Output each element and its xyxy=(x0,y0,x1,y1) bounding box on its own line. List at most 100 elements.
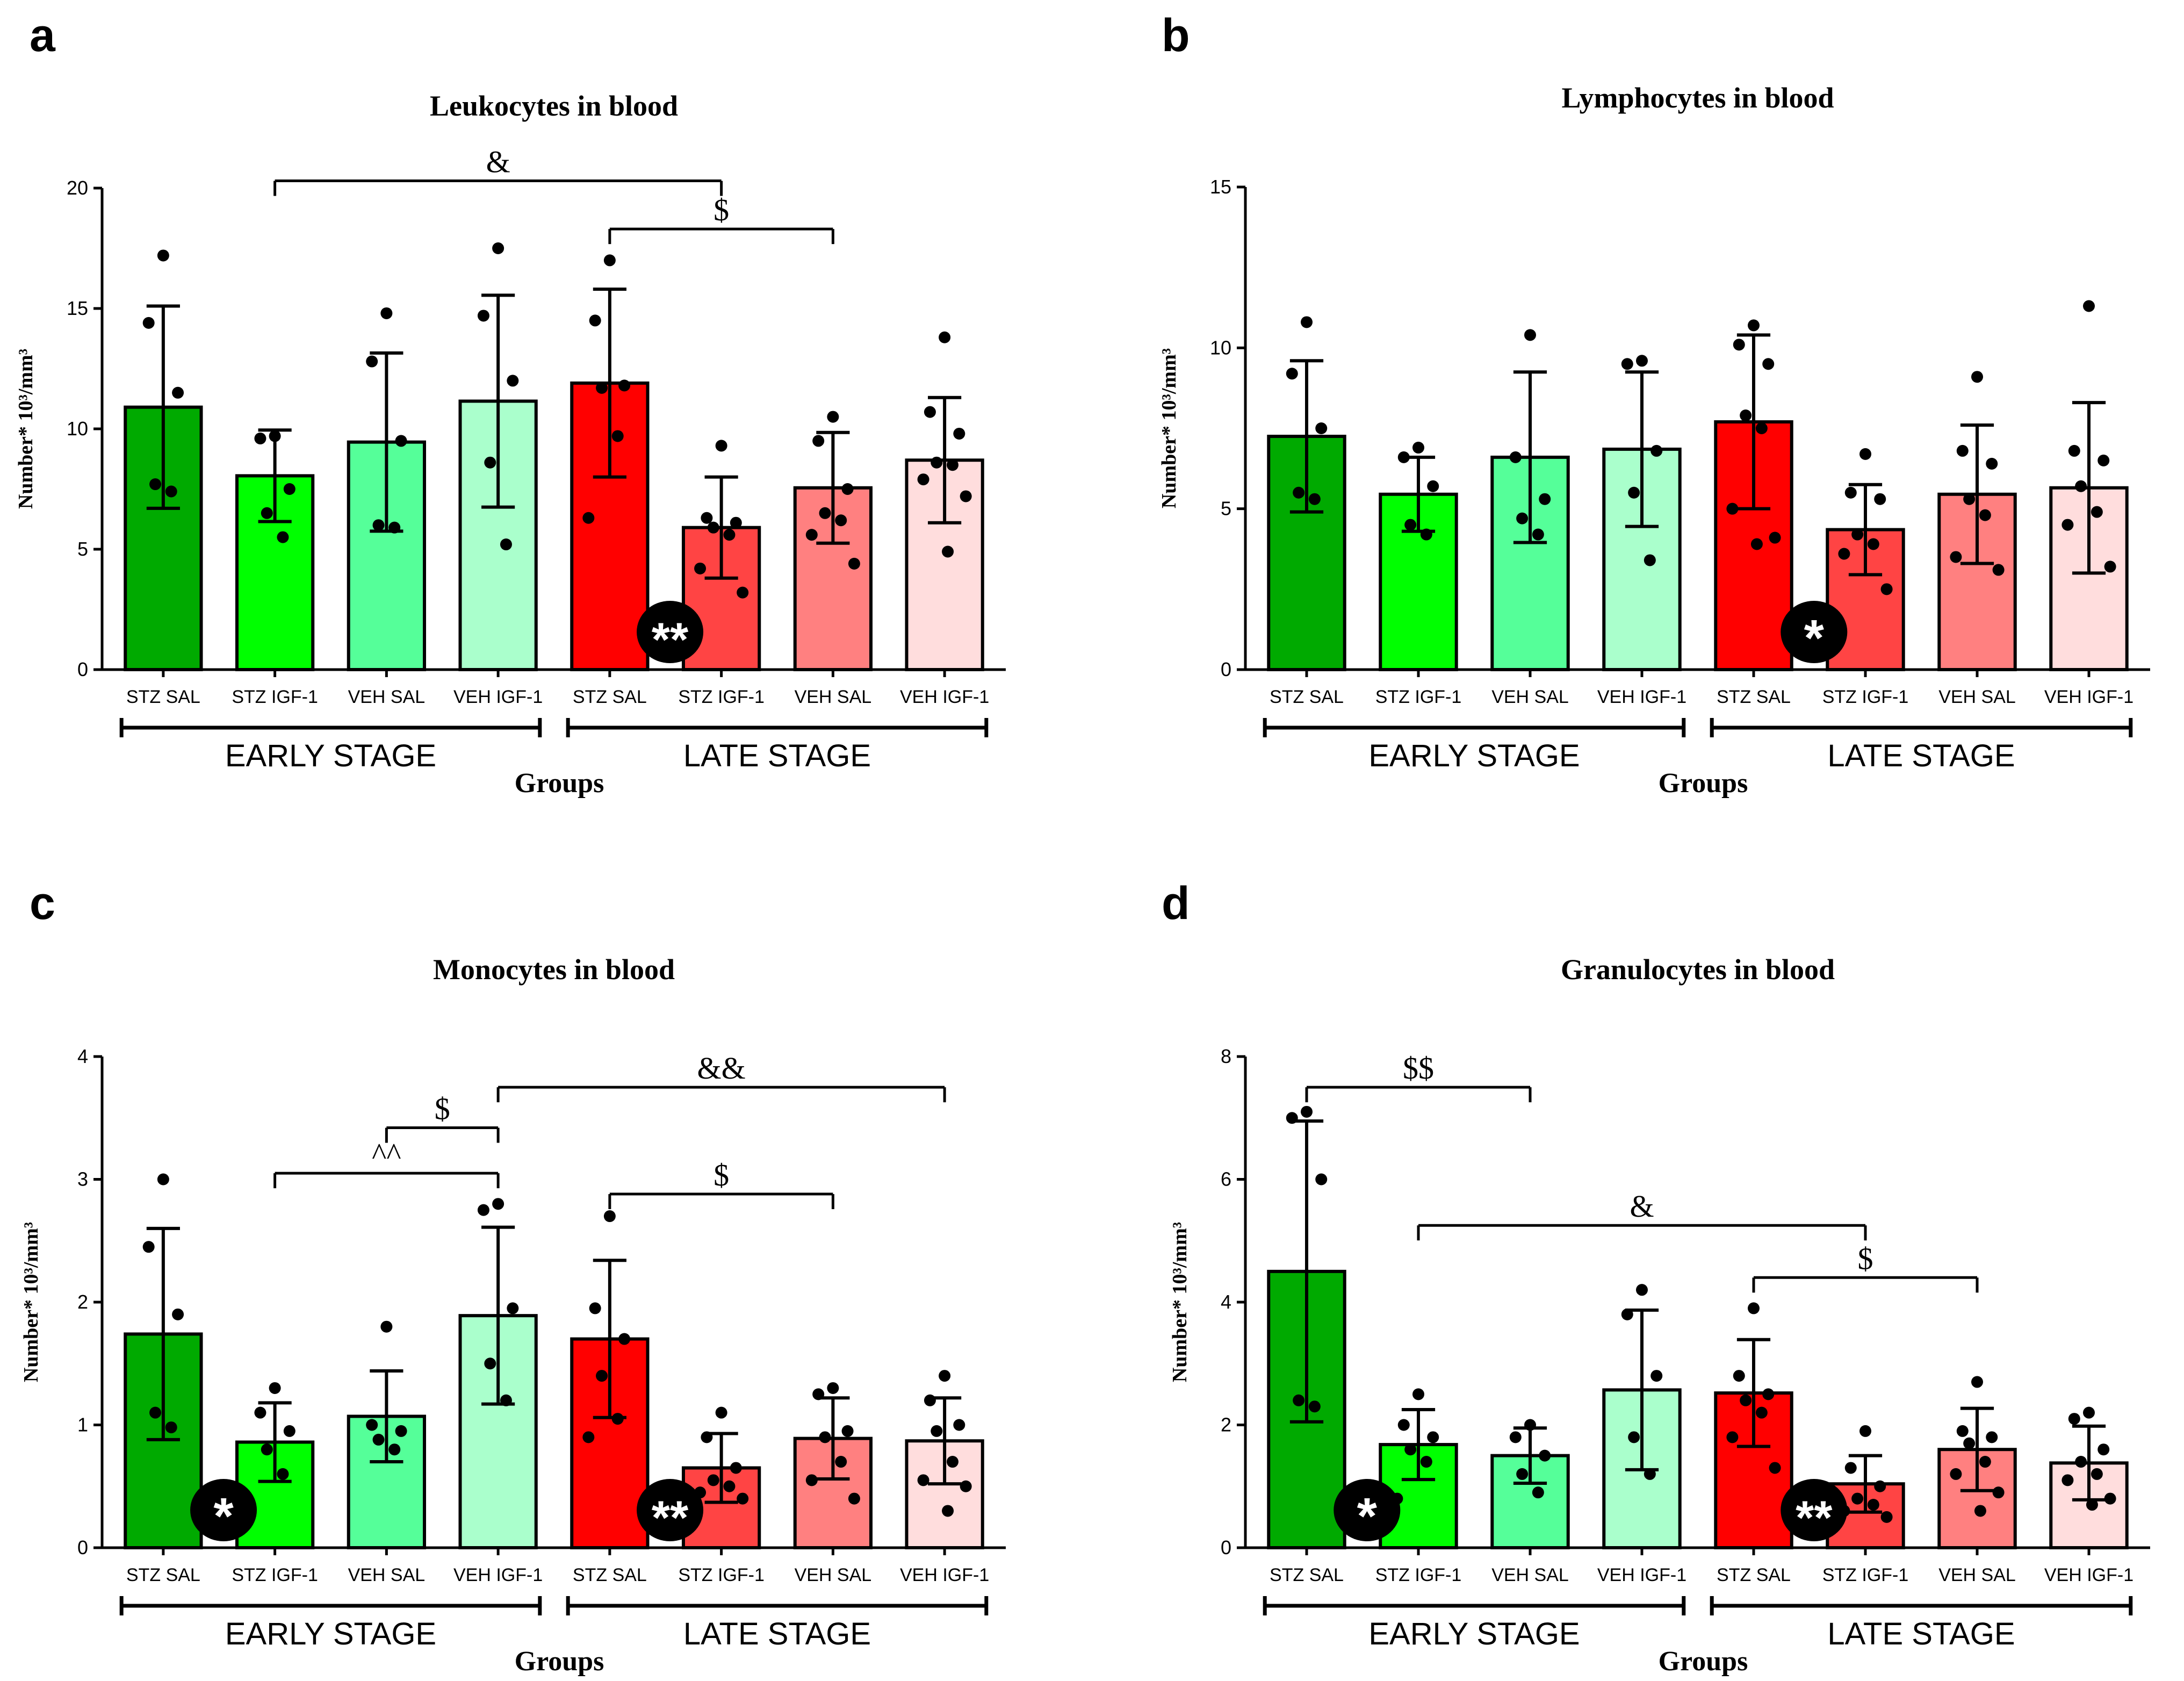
data-point xyxy=(395,435,407,447)
data-point xyxy=(1650,444,1663,457)
y-tick-label: 3 xyxy=(77,1168,88,1190)
data-point xyxy=(715,440,727,452)
data-point xyxy=(2075,1456,2087,1468)
data-point xyxy=(142,317,155,329)
data-point xyxy=(1726,1431,1739,1443)
x-tick-label: STZ IGF-1 xyxy=(232,1565,318,1585)
data-point xyxy=(2083,300,2095,312)
data-point xyxy=(261,1443,273,1456)
data-point xyxy=(1880,583,1893,595)
data-point xyxy=(477,1204,489,1216)
x-tick-label: VEH SAL xyxy=(1938,1565,2016,1585)
x-axis-title: Groups xyxy=(1659,1646,1748,1677)
data-point xyxy=(492,1198,504,1210)
significance-badge xyxy=(190,1479,257,1541)
data-point xyxy=(366,355,378,368)
data-point xyxy=(1844,1462,1857,1474)
data-point xyxy=(1509,1431,1522,1443)
data-point xyxy=(1874,1480,1886,1492)
data-point xyxy=(618,379,631,392)
data-point xyxy=(1992,1486,2005,1499)
x-tick-label: STZ SAL xyxy=(126,1565,200,1585)
x-tick-label: STZ IGF-1 xyxy=(232,687,318,707)
data-point xyxy=(841,1425,854,1437)
comparison-label: & xyxy=(486,145,510,179)
data-point xyxy=(1644,554,1656,566)
data-point xyxy=(1851,528,1864,541)
y-tick-label: 15 xyxy=(67,297,88,319)
data-point xyxy=(1412,441,1424,454)
y-tick-label: 4 xyxy=(1221,1291,1231,1313)
data-point xyxy=(1315,1173,1328,1186)
y-tick-label: 15 xyxy=(1210,176,1231,198)
data-point xyxy=(492,242,504,254)
data-point xyxy=(812,1388,825,1400)
x-tick-label: VEH SAL xyxy=(348,687,426,707)
data-point xyxy=(283,1425,295,1437)
data-point xyxy=(172,1308,184,1320)
data-point xyxy=(1412,1388,1424,1400)
y-tick-label: 10 xyxy=(67,418,88,440)
data-point xyxy=(2091,1468,2103,1480)
data-point xyxy=(924,406,936,418)
data-point xyxy=(827,1382,839,1394)
data-point xyxy=(1874,493,1886,505)
data-point xyxy=(388,521,401,534)
data-point xyxy=(1397,451,1410,463)
data-point xyxy=(2104,1492,2116,1505)
data-point xyxy=(596,1370,608,1382)
data-point xyxy=(149,478,162,491)
data-point xyxy=(2068,444,2080,457)
x-tick-label: STZ IGF-1 xyxy=(1375,687,1462,707)
y-tick-label: 1 xyxy=(77,1414,88,1436)
y-tick-label: 0 xyxy=(1221,658,1231,680)
data-point xyxy=(707,521,719,534)
data-point xyxy=(1956,1425,1969,1437)
data-point xyxy=(388,1443,401,1456)
data-point xyxy=(142,1241,155,1253)
data-point xyxy=(715,1406,727,1419)
data-point xyxy=(942,545,954,558)
data-point xyxy=(819,507,831,519)
data-point xyxy=(723,1480,736,1492)
data-point xyxy=(1733,1370,1745,1382)
data-point xyxy=(484,1357,496,1370)
panel-letter: a xyxy=(30,10,56,61)
data-point xyxy=(1293,486,1305,499)
data-point xyxy=(366,1419,378,1431)
data-point xyxy=(805,1474,818,1486)
chart-title: Lymphocytes in blood xyxy=(1561,82,1834,114)
x-tick-label: VEH IGF-1 xyxy=(453,687,543,707)
data-point xyxy=(848,557,860,570)
data-point xyxy=(1750,538,1763,550)
data-point xyxy=(2091,506,2103,518)
data-point xyxy=(269,430,281,442)
significance-badge xyxy=(637,601,704,663)
y-tick-label: 5 xyxy=(77,538,88,560)
data-point xyxy=(1427,1431,1439,1443)
y-axis-title: Number* 10³/mm³ xyxy=(20,1222,42,1382)
x-tick-label: STZ IGF-1 xyxy=(678,1565,765,1585)
significance-badge xyxy=(1781,1479,1848,1541)
data-point xyxy=(805,529,818,541)
data-point xyxy=(2062,519,2074,531)
data-point xyxy=(730,1462,742,1474)
data-point xyxy=(277,531,289,543)
data-point xyxy=(1539,1449,1551,1462)
panel-letter: b xyxy=(1162,10,1190,61)
data-point xyxy=(484,456,496,469)
data-point xyxy=(1762,358,1775,370)
x-tick-label: VEH SAL xyxy=(1938,687,2016,707)
data-point xyxy=(1420,528,1432,541)
data-point xyxy=(1762,1388,1775,1400)
data-point xyxy=(611,430,624,442)
data-point xyxy=(2097,454,2110,466)
data-point xyxy=(1838,548,1850,560)
data-point xyxy=(1315,422,1328,434)
panel-b-lymphocytes: b Lymphocytes in blood Number* 10³/mm³ * 0 5 1… xyxy=(1158,10,2150,799)
significance-badge-label: * xyxy=(1357,1488,1378,1545)
x-tick-label: STZ SAL xyxy=(573,1565,647,1585)
data-point xyxy=(1650,1370,1663,1382)
